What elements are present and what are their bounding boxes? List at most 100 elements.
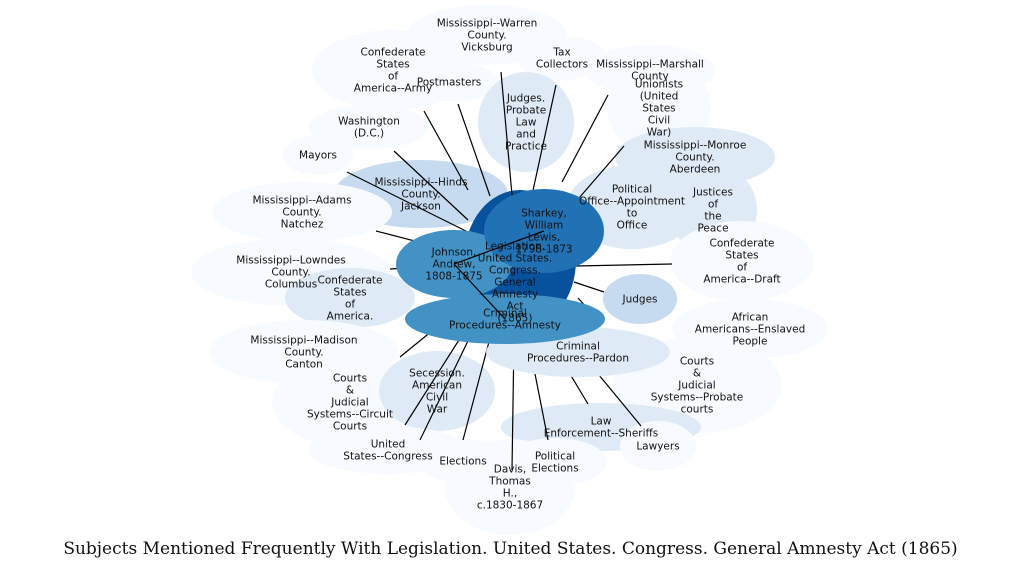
label-line: Law xyxy=(591,416,612,428)
label-line: Procedures--Amnesty xyxy=(449,320,561,332)
edge-confederate-states xyxy=(423,110,469,191)
label-line: Washington xyxy=(338,116,400,128)
label-line: American xyxy=(412,380,462,392)
label-line: to xyxy=(627,208,638,220)
label-layer: Legislation. United States. Congress. Gener… xyxy=(236,18,805,512)
label-line: Confederate xyxy=(317,275,382,287)
label-tax-collectors: Tax Collectors xyxy=(536,47,588,71)
bubble-secession xyxy=(379,351,495,431)
label-line: Mississippi--Hinds xyxy=(374,177,467,189)
bubble-confederate-states-america xyxy=(285,268,415,328)
label-line: People xyxy=(733,336,768,348)
label-line: Practice xyxy=(505,141,547,153)
label-confederate-states: Confederate States of America--Army xyxy=(354,47,432,95)
label-line: Congress. xyxy=(489,265,541,277)
label-line: (D.C.) xyxy=(354,128,384,140)
label-line: Americans--Enslaved xyxy=(695,324,805,336)
label-line: Sharkey, xyxy=(521,208,567,220)
label-lawyers: Lawyers xyxy=(636,441,679,453)
label-line: Thomas xyxy=(488,476,531,488)
label-line: Postmasters xyxy=(417,77,481,89)
label-line: Mississippi--Lowndes xyxy=(236,255,345,267)
label-mississippi-madison: Mississippi--Madison County. Canton xyxy=(250,335,357,371)
label-line: Systems--Circuit xyxy=(307,409,393,421)
label-line: of xyxy=(345,299,355,311)
label-line: County xyxy=(631,71,668,83)
label-line: States xyxy=(333,287,366,299)
edge-washington-dc xyxy=(393,150,469,221)
label-line: of xyxy=(737,262,747,274)
label-line: County. xyxy=(282,207,321,219)
label-line: War) xyxy=(647,127,672,139)
label-line: Confederate xyxy=(360,47,425,59)
label-line: Enforcement--Sheriffs xyxy=(544,428,659,440)
label-line: Political xyxy=(535,451,575,463)
label-line: Mississippi--Madison xyxy=(250,335,357,347)
edge-mayors xyxy=(346,171,481,239)
label-mississippi-warren: Mississippi--Warren County. Vicksburg xyxy=(437,18,538,54)
label-law-enforcement: Law Enforcement--Sheriffs xyxy=(544,416,659,440)
label-political-elections: Political Elections xyxy=(531,451,578,475)
label-line: 1798-1873 xyxy=(515,244,572,256)
label-line: c.1830-1867 xyxy=(477,500,543,512)
label-line: Davis, xyxy=(494,464,526,476)
bubble-confederate-draft xyxy=(670,221,814,301)
label-line: African xyxy=(732,312,769,324)
label-judges: Judges xyxy=(621,294,657,306)
label-line: Mississippi--Warren xyxy=(437,18,538,30)
label-line: Probate xyxy=(506,105,546,117)
bubble-lawyers xyxy=(620,421,696,471)
label-washington-dc: Washington (D.C.) xyxy=(338,116,400,140)
label-line: United States. xyxy=(478,253,552,265)
label-line: Judicial xyxy=(330,397,368,409)
bubble-tax-collectors xyxy=(517,36,607,80)
label-line: Civil xyxy=(648,115,670,127)
label-african-americans: African Americans--Enslaved People xyxy=(695,312,805,348)
label-johnson: Johnson, Andrew, 1808-1875 xyxy=(425,247,482,283)
label-line: Courts xyxy=(680,356,714,368)
label-line: of xyxy=(708,199,718,211)
label-line: Lawyers xyxy=(636,441,679,453)
label-line: Secession. xyxy=(409,368,465,380)
front-layer xyxy=(396,189,677,377)
label-line: H., xyxy=(503,488,517,500)
label-line: Tax xyxy=(552,47,570,59)
edge-johnson xyxy=(453,263,506,320)
label-line: Political xyxy=(612,184,652,196)
label-judges-probate: Judges. Probate Law and Practice xyxy=(505,93,547,153)
edge-mississippi-warren xyxy=(500,71,513,196)
label-line: County. xyxy=(271,267,310,279)
label-postmasters: Postmasters xyxy=(417,77,481,89)
label-line: States xyxy=(642,103,675,115)
label-line: Natchez xyxy=(281,219,324,231)
label-mayors: Mayors xyxy=(299,150,337,162)
label-justices-of-peace: Justices of the Peace xyxy=(692,187,733,235)
label-line: Mayors xyxy=(299,150,337,162)
label-line: Aberdeen xyxy=(670,164,721,176)
label-line: Act xyxy=(507,301,524,313)
label-line: Johnson, xyxy=(431,247,477,259)
label-line: Systems--Probate xyxy=(651,392,744,404)
label-confederate-draft: Confederate States of America--Draft xyxy=(703,238,780,286)
edge-elections xyxy=(462,337,491,441)
label-line: courts xyxy=(681,404,714,416)
label-line: Elections xyxy=(439,456,486,468)
bubble-washington-dc xyxy=(309,105,429,149)
label-mississippi-lowndes: Mississippi--Lowndes County. Columbus xyxy=(236,255,345,291)
label-line: Unionists xyxy=(635,79,683,91)
label-line: Courts xyxy=(333,373,367,385)
label-line: County. xyxy=(467,30,506,42)
label-line: Collectors xyxy=(536,59,588,71)
bubble-judges xyxy=(603,274,677,324)
edge-sharkey xyxy=(453,230,545,265)
bubble-postmasters xyxy=(399,62,499,102)
label-sharkey: Sharkey, William Lewis, 1798-1873 xyxy=(515,208,572,256)
label-line: America--Draft xyxy=(703,274,780,286)
label-line: America. xyxy=(327,311,374,323)
label-line: Mississippi--Monroe xyxy=(644,140,747,152)
label-line: Civil xyxy=(426,392,448,404)
label-line: Jackson xyxy=(400,201,441,213)
label-line: Criminal xyxy=(483,308,527,320)
label-line: Judges. xyxy=(506,93,545,105)
